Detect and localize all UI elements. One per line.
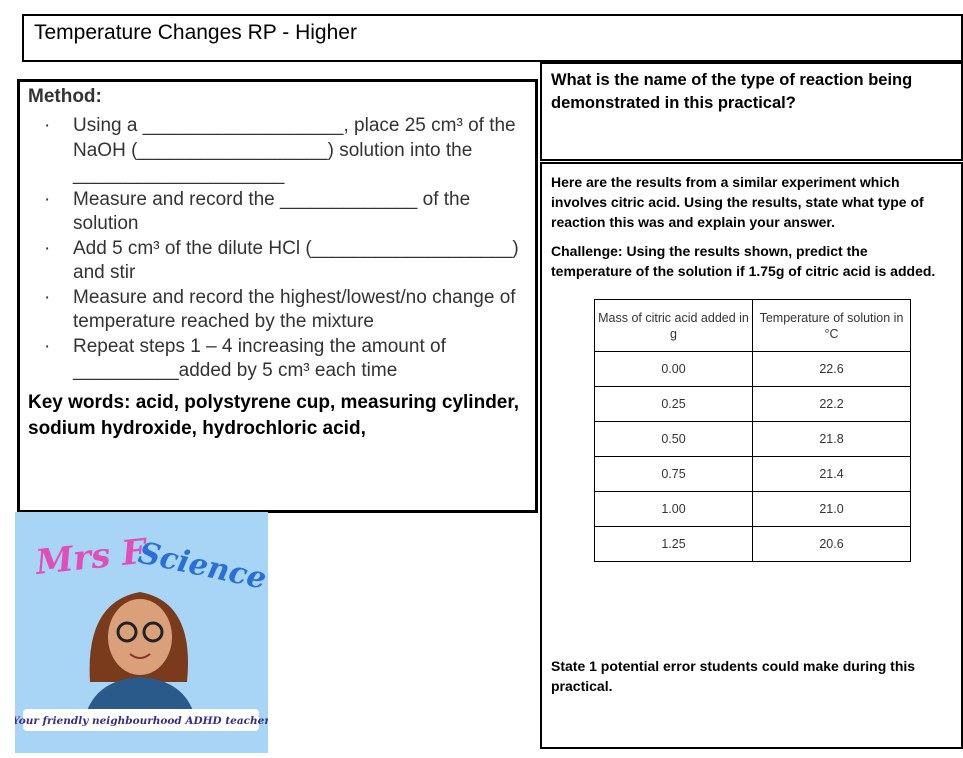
method-box: Method: Using a ___________________, pla… [17, 79, 538, 513]
method-step: Measure and record the highest/lowest/no… [28, 286, 527, 335]
cell-temp: 20.6 [752, 526, 911, 562]
header-temp: Temperature of solution in °C [752, 299, 911, 352]
logo-image: Mrs F Science Your friendly neighbourhoo… [12, 512, 271, 753]
cell-mass: 0.25 [594, 386, 753, 422]
results-table: Mass of citric acid added in g Temperatur… [594, 299, 911, 562]
table-row: 0.25 22.2 [594, 386, 911, 422]
question-reaction-type: What is the name of the type of reaction… [540, 62, 963, 161]
cell-temp: 21.4 [752, 456, 911, 492]
page-title: Temperature Changes RP - Higher [22, 14, 963, 62]
table-row: 1.25 20.6 [594, 526, 911, 562]
cell-mass: 1.00 [594, 491, 753, 527]
method-heading: Method: [28, 86, 102, 107]
table-row: 1.00 21.0 [594, 491, 911, 527]
cell-mass: 1.25 [594, 526, 753, 562]
challenge-text: Challenge: Using the results shown, pred… [551, 243, 936, 279]
cell-mass: 0.75 [594, 456, 753, 492]
method-step: Add 5 cm³ of the dilute HCl (___________… [28, 237, 527, 286]
table-row: 0.00 22.6 [594, 351, 911, 387]
key-words: Key words: acid, polystyrene cup, measur… [28, 391, 519, 439]
method-step: Repeat steps 1 – 4 increasing the amount… [28, 335, 527, 384]
logo-tagline: Your friendly neighbourhood ADHD teacher [15, 715, 268, 727]
logo-title: Mrs F [33, 531, 151, 583]
results-box: Here are the results from a similar expe… [540, 162, 963, 749]
cell-temp: 22.2 [752, 386, 911, 422]
error-question: State 1 potential error students could m… [551, 658, 916, 694]
results-intro: Here are the results from a similar expe… [551, 174, 924, 230]
header-mass: Mass of citric acid added in g [594, 299, 753, 352]
cell-temp: 22.6 [752, 351, 911, 387]
table-row: 0.50 21.8 [594, 421, 911, 457]
cell-mass: 0.50 [594, 421, 753, 457]
method-step: Using a ___________________, place 25 cm… [28, 114, 527, 188]
teacher-avatar-illustration: Mrs F Science Your friendly neighbourhoo… [12, 531, 271, 731]
method-step: Measure and record the _____________ of … [28, 188, 527, 237]
cell-temp: 21.8 [752, 421, 911, 457]
cell-mass: 0.00 [594, 351, 753, 387]
svg-text:Science: Science [135, 536, 268, 597]
table-row: 0.75 21.4 [594, 456, 911, 492]
cell-temp: 21.0 [752, 491, 911, 527]
